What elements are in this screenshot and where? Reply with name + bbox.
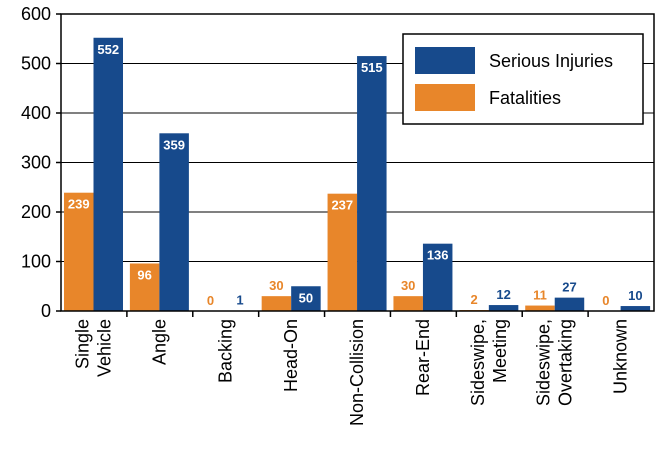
y-axis: 0 100 200 300 400 500 600 <box>21 4 61 321</box>
bar-serious-injuries <box>488 305 519 311</box>
x-category-label: Vehicle <box>95 319 115 377</box>
legend-swatch <box>415 84 475 111</box>
bar-serious-injuries <box>159 133 189 311</box>
data-labels: 239 552 96 359 0 1 30 50 237 515 30 136 2 12 11 27 0 10 <box>68 42 643 308</box>
data-label: 0 <box>602 293 609 308</box>
bar-serious-injuries <box>554 297 585 311</box>
x-axis: Single Vehicle Angle Backing Head-On Non-Coll… <box>73 311 631 426</box>
bar-fatalities <box>261 296 292 311</box>
bar-serious-injuries <box>291 286 321 311</box>
bar-serious-injuries <box>620 306 651 311</box>
bar-fatalities <box>393 296 423 311</box>
data-label: 1 <box>236 293 243 308</box>
x-category-label: Overtaking <box>556 319 576 406</box>
y-tick-label: 200 <box>21 202 51 222</box>
data-label: 515 <box>361 60 383 75</box>
bar-serious-injuries <box>93 37 123 311</box>
data-label: 11 <box>533 288 547 303</box>
y-tick-label: 0 <box>41 301 51 321</box>
data-label: 30 <box>269 278 283 293</box>
data-label: 10 <box>628 288 642 303</box>
bar-fatalities <box>129 263 160 311</box>
bar-fatalities <box>64 192 94 311</box>
bar-serious-injuries <box>422 243 453 311</box>
y-tick-label: 400 <box>21 103 51 123</box>
data-label: 237 <box>331 198 353 213</box>
bar-fatalities <box>327 193 358 311</box>
data-label: 27 <box>562 280 576 295</box>
y-tick-label: 500 <box>21 54 51 74</box>
legend-label: Serious Injuries <box>489 51 613 71</box>
x-category-label: Angle <box>149 319 169 365</box>
y-tick-label: 100 <box>21 252 51 272</box>
legend: Serious Injuries Fatalities <box>402 33 644 125</box>
x-category-label: Unknown <box>611 319 631 394</box>
data-label: 136 <box>427 248 449 263</box>
data-label: 359 <box>163 137 185 152</box>
legend-label: Fatalities <box>489 88 561 108</box>
bars <box>64 37 651 312</box>
data-label: 2 <box>470 292 477 307</box>
x-category-label: Head-On <box>281 319 301 392</box>
data-label: 12 <box>496 287 510 302</box>
data-label: 30 <box>401 278 415 293</box>
data-label: 0 <box>207 293 214 308</box>
data-label: 239 <box>68 197 90 212</box>
legend-swatch <box>415 47 475 74</box>
data-label: 552 <box>97 42 119 57</box>
data-label: 50 <box>299 290 313 305</box>
y-tick-label: 600 <box>21 4 51 24</box>
x-category-label: Sideswipe, <box>468 319 488 406</box>
x-category-label: Non-Collision <box>347 319 367 426</box>
x-category-label: Rear-End <box>413 319 433 396</box>
data-label: 96 <box>137 267 151 282</box>
x-category-label: Single <box>73 319 93 369</box>
x-category-label: Sideswipe, <box>534 319 554 406</box>
bar-serious-injuries <box>357 56 387 312</box>
x-category-label: Meeting <box>490 319 510 383</box>
x-category-label: Backing <box>215 319 235 383</box>
y-tick-label: 300 <box>21 153 51 173</box>
bar-fatalities <box>525 305 555 311</box>
